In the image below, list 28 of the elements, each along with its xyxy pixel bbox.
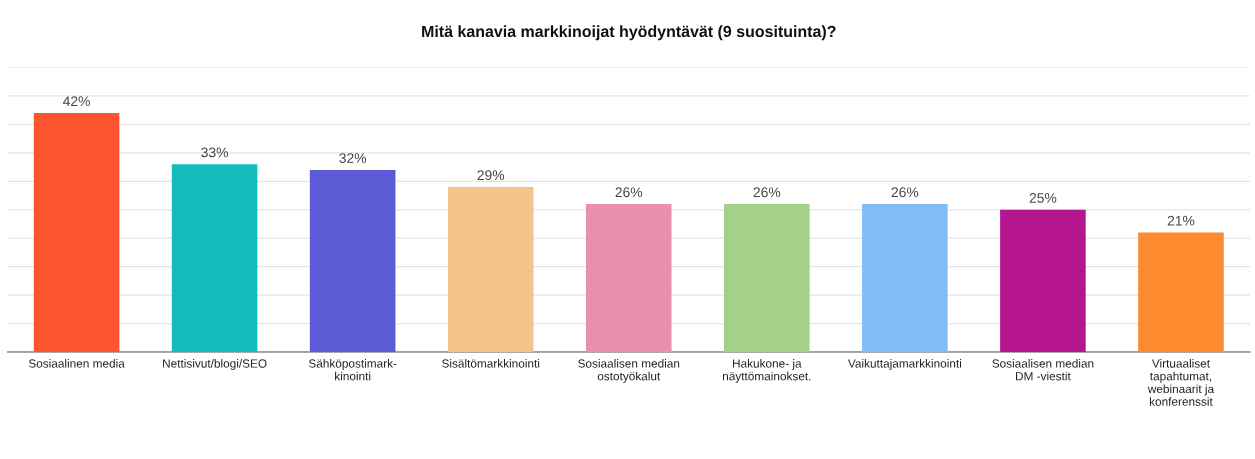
x-tick-label: Sähköpostimark- kinointi (308, 359, 397, 381)
bar (1138, 232, 1224, 353)
data-label: 29% (477, 170, 505, 181)
data-label: 21% (1167, 215, 1195, 226)
data-label: 33% (201, 147, 229, 158)
x-tick-label: Hakukone- ja näyttömainokset. (722, 359, 811, 383)
data-label: 25% (1029, 193, 1057, 203)
x-tick-label: Vaikuttajamarkkinointi (847, 359, 962, 370)
x-tick-label: Sosiaalisen median ostotyökalut (578, 359, 680, 383)
data-label: 26% (753, 187, 781, 198)
chart-title: Mitä kanavia markkinoijat hyödyntävät (9 suosituinta)? (422, 25, 836, 41)
x-tick-label: Sosiaalisen median DM -viestit (992, 359, 1094, 381)
data-label: 26% (615, 187, 643, 198)
bar (33, 113, 120, 353)
data-label: 32% (339, 153, 367, 164)
x-tick-label: Sisältömarkkinointi (442, 359, 540, 368)
bar (309, 169, 396, 353)
bar (447, 187, 534, 353)
bar (171, 164, 258, 353)
x-tick-label: Sosiaalinen media (28, 359, 125, 368)
bar (862, 204, 948, 353)
data-label: 42% (62, 96, 90, 107)
data-label: 26% (891, 187, 919, 198)
bar (724, 204, 810, 353)
bar (585, 204, 672, 353)
x-tick-label: Virtuaaliset tapahtumat, webinaarit ja konferenssit (1147, 359, 1215, 406)
bar (1000, 209, 1086, 353)
x-tick-label: Nettisivut/blogi/SEO (163, 359, 267, 370)
